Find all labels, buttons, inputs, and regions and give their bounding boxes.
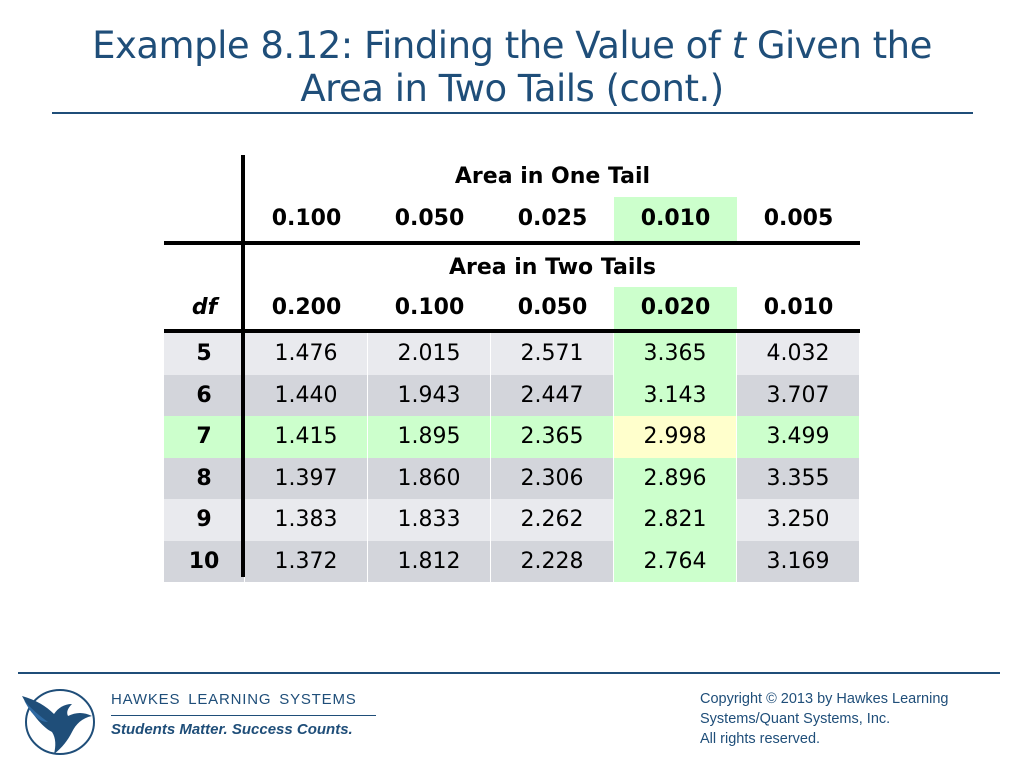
df-cell: 9 [164, 499, 245, 541]
corner-cell [164, 155, 245, 197]
corner-cell [164, 197, 245, 241]
one-tail-header-row: Area in One Tail [164, 155, 860, 197]
t-value-cell: 2.764 [614, 540, 737, 582]
t-value-cell: 2.896 [614, 457, 737, 499]
one-tail-header: Area in One Tail [454, 164, 651, 189]
t-value-cell: 1.383 [245, 499, 368, 541]
t-value-cell: 1.476 [245, 333, 368, 375]
copyright-line-1: Copyright © 2013 by Hawkes Learning [700, 691, 949, 707]
table-row: 8 1.397 1.860 2.306 2.896 3.355 [164, 457, 860, 499]
t-value-cell: 3.355 [737, 457, 860, 499]
t-value-cell: 1.833 [368, 499, 491, 541]
t-value-cell: 2.262 [491, 499, 614, 541]
brand-underline [111, 715, 376, 716]
df-cell: 6 [164, 374, 245, 416]
brand-name: HAWKES LEARNING SYSTEMS [111, 691, 357, 708]
title-text-2: Given the [745, 24, 933, 67]
t-value-cell: 4.032 [737, 333, 860, 375]
t-value-cell: 1.440 [245, 374, 368, 416]
t-value-cell: 2.306 [491, 457, 614, 499]
table-row: 9 1.383 1.833 2.262 2.821 3.250 [164, 499, 860, 541]
t-value-cell: 2.365 [491, 416, 614, 458]
critical-value-cell: 2.998 [614, 416, 737, 458]
one-tail-value: 0.005 [763, 206, 834, 231]
table-row: 10 1.372 1.812 2.228 2.764 3.169 [164, 540, 860, 582]
t-value-cell: 1.415 [245, 416, 368, 458]
title-text-1: Example 8.12: Finding the Value of [92, 24, 732, 67]
table-row: 7 1.415 1.895 2.365 2.998 3.499 [164, 416, 860, 458]
df-column-divider [241, 155, 245, 577]
copyright-notice: Copyright © 2013 by Hawkes Learning Syst… [700, 689, 1010, 749]
copyright-line-2: Systems/Quant Systems, Inc. [700, 711, 891, 727]
table-row: 6 1.440 1.943 2.447 3.143 3.707 [164, 374, 860, 416]
df-cell: 10 [164, 540, 245, 582]
df-cell: 5 [164, 333, 245, 375]
two-tails-value: 0.200 [271, 295, 342, 320]
t-value-cell: 2.571 [491, 333, 614, 375]
t-value-cell: 1.812 [368, 540, 491, 582]
two-tails-header: Area in Two Tails [448, 255, 657, 280]
one-tail-value: 0.050 [394, 206, 465, 231]
copyright-line-3: All rights reserved. [700, 731, 821, 747]
slide-title: Example 8.12: Finding the Value of t Giv… [50, 24, 974, 110]
one-tail-value: 0.025 [517, 206, 588, 231]
two-tails-value: 0.020 [614, 287, 737, 329]
df-cell: 8 [164, 457, 245, 499]
t-value-cell: 2.015 [368, 333, 491, 375]
corner-cell [164, 245, 245, 287]
title-line-1: Example 8.12: Finding the Value of t Giv… [50, 24, 974, 67]
t-value-cell: 1.860 [368, 457, 491, 499]
table-body: 5 1.476 2.015 2.571 3.365 4.032 6 1.440 1.943 2.4… [164, 333, 860, 582]
t-value-cell: 2.447 [491, 374, 614, 416]
one-tail-value: 0.100 [271, 206, 342, 231]
two-tails-header-row: Area in Two Tails [164, 245, 860, 287]
two-tails-values-row: df 0.200 0.100 0.050 0.020 0.010 [164, 287, 860, 333]
t-value-cell: 3.499 [737, 416, 860, 458]
brand-tagline: Students Matter. Success Counts. [111, 721, 353, 738]
df-cell: 7 [164, 416, 245, 458]
two-tails-value: 0.010 [763, 295, 834, 320]
t-value-cell: 1.895 [368, 416, 491, 458]
df-label: df [191, 295, 218, 320]
t-value-cell: 1.943 [368, 374, 491, 416]
t-value-cell: 3.365 [614, 333, 737, 375]
one-tail-values-row: 0.100 0.050 0.025 0.010 0.005 [164, 197, 860, 245]
t-value-cell: 1.372 [245, 540, 368, 582]
two-tails-value: 0.100 [394, 295, 465, 320]
t-value-cell: 3.143 [614, 374, 737, 416]
hawk-logo-icon [22, 689, 95, 755]
t-value-cell: 2.821 [614, 499, 737, 541]
t-distribution-table: Area in One Tail 0.100 0.050 0.025 0.010 0.0… [164, 155, 860, 582]
t-value-cell: 3.169 [737, 540, 860, 582]
two-tails-value: 0.050 [517, 295, 588, 320]
t-value-cell: 3.250 [737, 499, 860, 541]
t-value-cell: 1.397 [245, 457, 368, 499]
title-line-2: Area in Two Tails (cont.) [300, 67, 724, 110]
title-variable: t [731, 24, 747, 67]
t-value-cell: 2.228 [491, 540, 614, 582]
footer-divider [18, 672, 1000, 674]
t-value-cell: 3.707 [737, 374, 860, 416]
title-divider [52, 112, 973, 114]
one-tail-value: 0.010 [614, 197, 737, 241]
table-row: 5 1.476 2.015 2.571 3.365 4.032 [164, 333, 860, 375]
